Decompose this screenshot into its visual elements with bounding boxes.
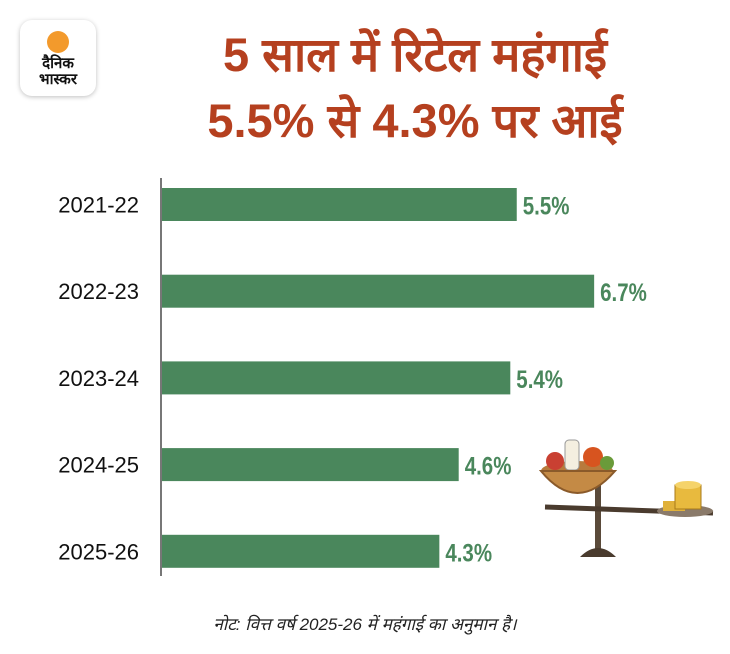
footnote: नोट: वित्त वर्ष 2025-26 में महंगाई का अन… bbox=[213, 615, 517, 634]
value-label: 6.7% bbox=[600, 278, 647, 306]
value-label: 5.5% bbox=[523, 192, 570, 220]
logo-line1: दैनिक bbox=[42, 55, 74, 72]
category-label: 2024-25 bbox=[58, 453, 139, 478]
bar-2021-22 bbox=[162, 188, 517, 221]
title-line1: 5 साल में रिटेल महंगाई bbox=[222, 28, 607, 81]
value-label: 4.6% bbox=[465, 452, 512, 480]
bar-2023-24 bbox=[162, 361, 511, 395]
category-label: 2025-26 bbox=[58, 539, 139, 564]
category-label: 2022-23 bbox=[58, 279, 139, 304]
logo-line2: भास्कर bbox=[39, 71, 77, 88]
bar-2024-25 bbox=[162, 448, 459, 482]
basket-scale-illustration-icon bbox=[538, 439, 714, 557]
category-label: 2021-22 bbox=[58, 193, 139, 218]
bar-2025-26 bbox=[162, 534, 440, 568]
value-label: 5.4% bbox=[516, 365, 563, 393]
sun-icon bbox=[47, 31, 69, 53]
title-line2: 5.5% से 4.3% पर आई bbox=[207, 94, 623, 147]
chart-title: 5 साल में रिटेल महंगाई 5.5% से 4.3% पर आ… bbox=[110, 22, 720, 154]
bar-2022-23 bbox=[162, 274, 595, 308]
dainik-bhaskar-logo: दैनिक भास्कर bbox=[20, 20, 96, 96]
value-label: 4.3% bbox=[445, 538, 492, 566]
category-label: 2023-24 bbox=[58, 366, 139, 391]
